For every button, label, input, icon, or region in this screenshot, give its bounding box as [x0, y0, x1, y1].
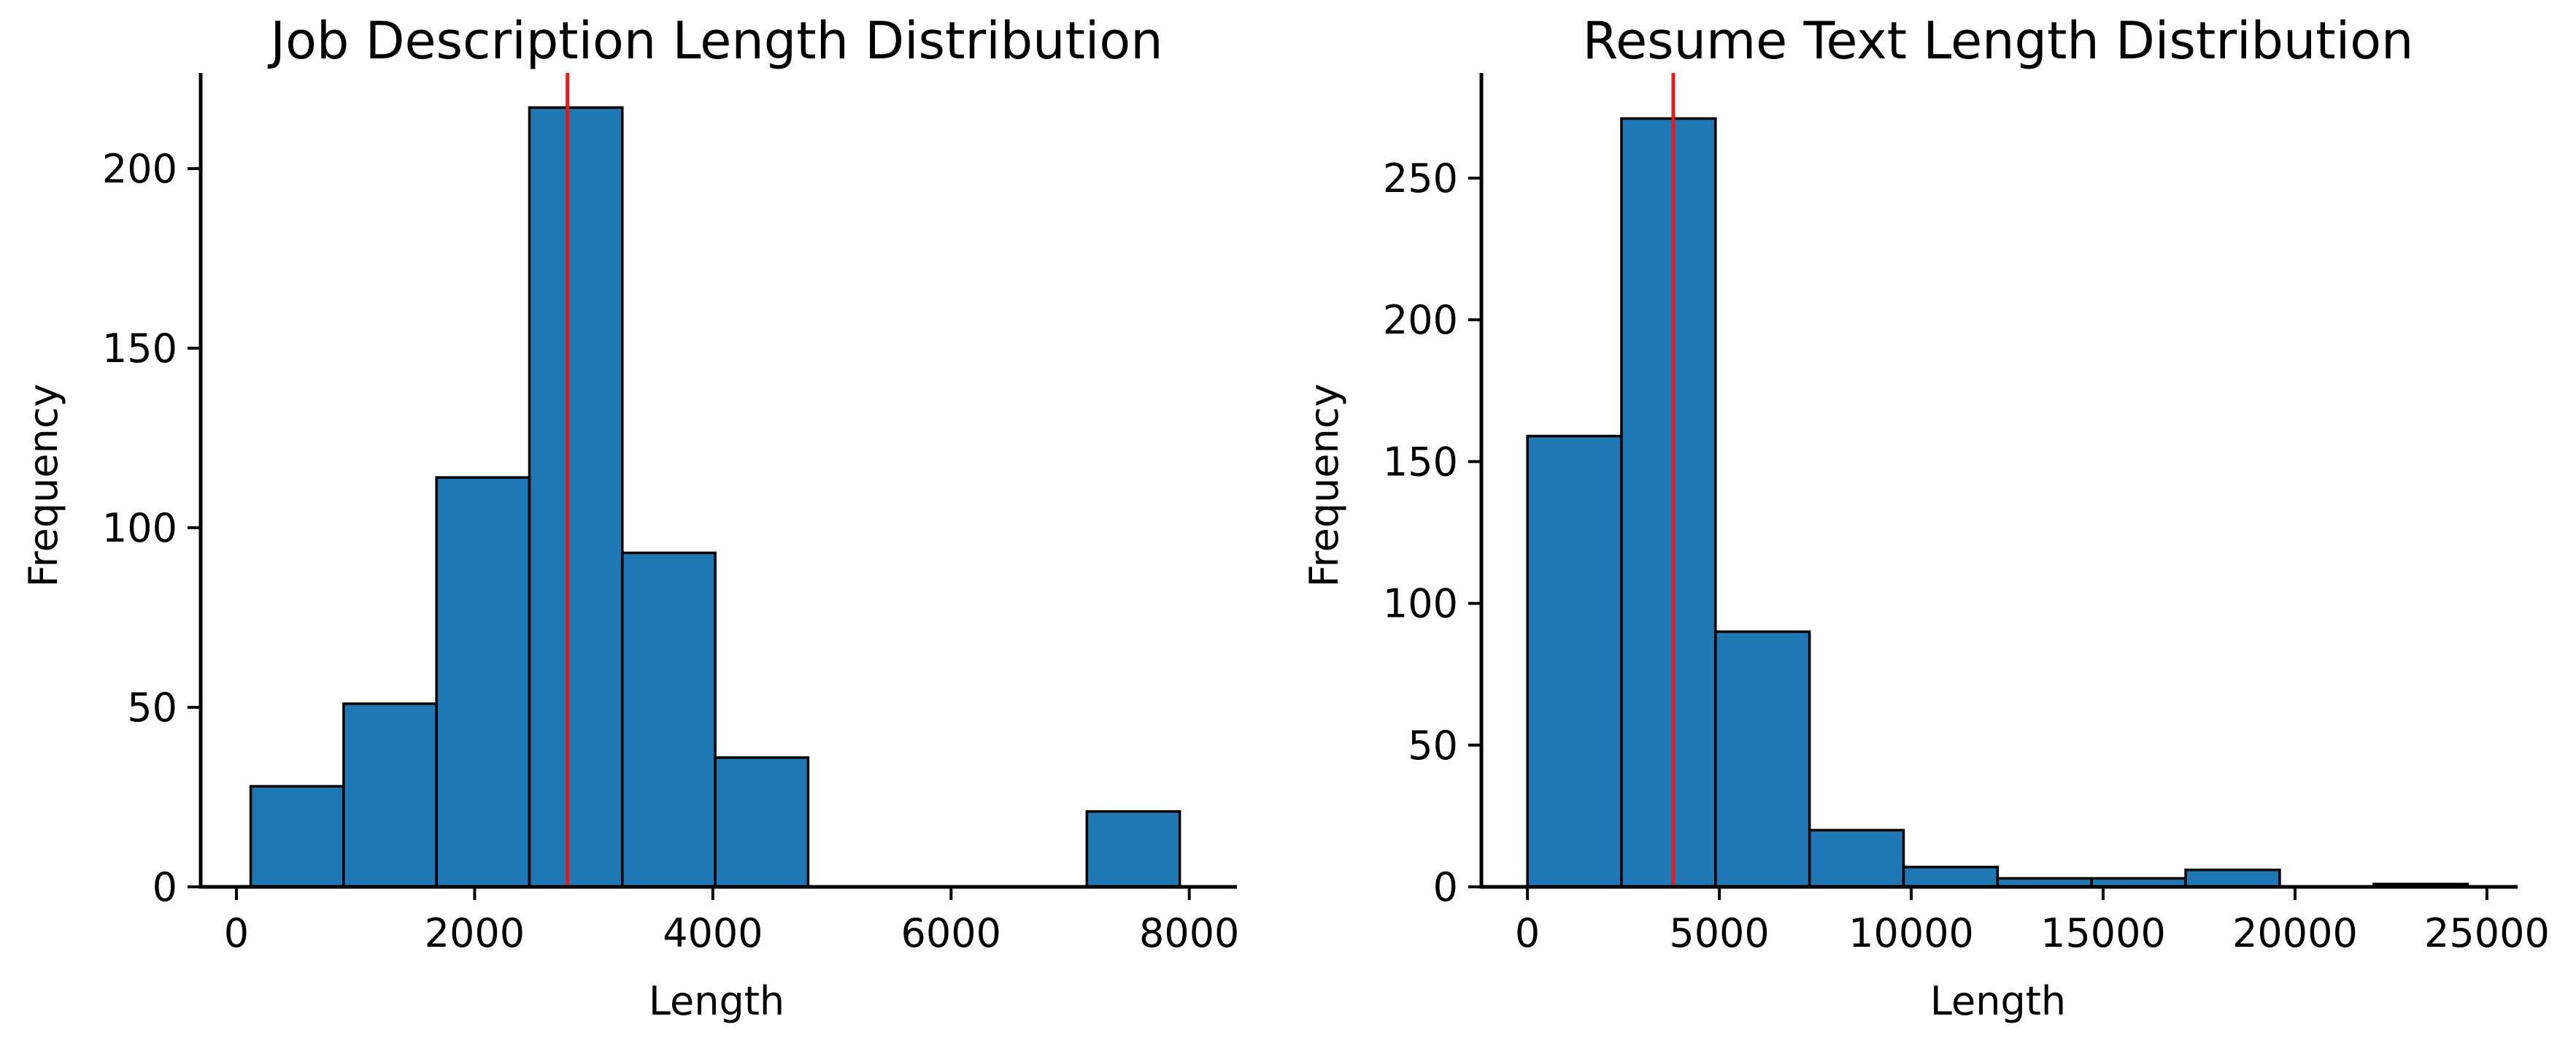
y-tick-label: 100 — [1383, 581, 1458, 627]
histogram-bar-7 — [2184, 868, 2281, 888]
x-axis-label: Length — [1930, 978, 2066, 1024]
histogram-bar-1 — [342, 702, 438, 888]
chart-title: Resume Text Length Distribution — [1583, 11, 2414, 71]
y-tick-label: 100 — [102, 505, 177, 551]
x-tick-label: 6000 — [901, 910, 1001, 956]
chart-title: Job Description Length Distribution — [267, 11, 1162, 71]
job-description-histogram: Job Description Length Distribution Leng… — [20, 11, 1239, 1024]
histogram-bar-2 — [1714, 630, 1811, 888]
x-tick-label: 10000 — [1848, 910, 1974, 956]
histogram-bar-0 — [249, 785, 345, 888]
x-tick-label: 15000 — [2040, 910, 2166, 956]
y-tick-label: 250 — [1383, 155, 1458, 201]
x-tick-label: 2000 — [425, 910, 525, 956]
y-tick-label: 50 — [127, 685, 177, 731]
y-tick-label: 200 — [1383, 297, 1458, 343]
histogram-bar-1 — [1620, 117, 1717, 888]
histogram-bar-2 — [435, 476, 531, 888]
x-tick-label: 0 — [224, 910, 249, 956]
x-tick-label: 20000 — [2232, 910, 2358, 956]
histogram-bar-4 — [1902, 866, 2000, 888]
y-tick-label: 200 — [102, 146, 177, 192]
x-tick-label: 25000 — [2424, 910, 2550, 956]
y-tick-label: 0 — [153, 864, 177, 910]
histogram-bar-3 — [528, 106, 624, 888]
x-axis-label: Length — [649, 978, 784, 1024]
histogram-bar-4 — [621, 551, 717, 888]
x-tick-label: 4000 — [663, 910, 763, 956]
y-tick-label: 0 — [1433, 864, 1458, 910]
y-tick-label: 50 — [1408, 723, 1458, 769]
y-tick-label: 150 — [102, 326, 177, 372]
histogram-bar-0 — [1526, 434, 1623, 888]
y-tick-label: 150 — [1383, 439, 1458, 485]
histogram-bar-5 — [714, 756, 810, 888]
histogram-bar-3 — [1808, 828, 1905, 888]
x-tick-label: 5000 — [1669, 910, 1769, 956]
x-tick-label: 8000 — [1139, 910, 1239, 956]
x-tick-label: 0 — [1515, 910, 1540, 956]
y-axis-label: Frequency — [20, 384, 66, 588]
resume-text-histogram: Resume Text Length Distribution Length F… — [1301, 11, 2550, 1024]
histogram-bar-9 — [1085, 810, 1181, 888]
y-axis-label: Frequency — [1301, 384, 1347, 588]
